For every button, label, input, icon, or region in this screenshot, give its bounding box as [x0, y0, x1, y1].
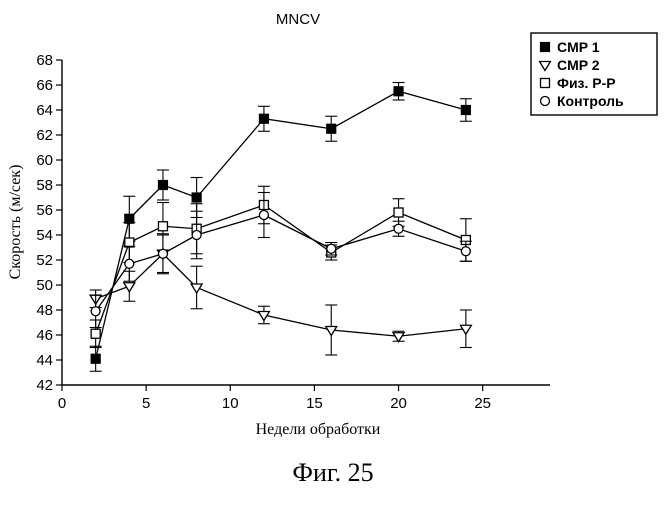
x-tick-label: 20 — [390, 395, 407, 412]
series-3-point — [394, 208, 403, 217]
series-2-point — [393, 333, 404, 342]
y-axis-label: Скорость (м/сек) — [7, 165, 24, 280]
series-3-line — [96, 205, 466, 334]
legend-marker-1 — [541, 43, 550, 52]
series-1-point — [192, 193, 201, 202]
x-tick-label: 5 — [142, 395, 150, 412]
y-tick-label: 64 — [36, 102, 53, 119]
figure-caption: Фиг. 25 — [0, 458, 666, 488]
series-1-point — [91, 354, 100, 363]
x-tick-label: 25 — [474, 395, 491, 412]
x-tick-label: 15 — [306, 395, 323, 412]
y-tick-label: 68 — [36, 52, 53, 69]
x-tick-label: 10 — [222, 395, 239, 412]
series-4-point — [158, 249, 167, 258]
series-3-point — [125, 238, 134, 247]
series-1-point — [259, 114, 268, 123]
legend: CMP 1 CMP 2 Физ. Р-Р Контроль — [531, 33, 657, 115]
legend-marker-4 — [541, 97, 550, 106]
series-1-point — [158, 181, 167, 190]
series-1-point — [125, 214, 134, 223]
series-layer — [90, 83, 472, 372]
series-4-point — [192, 231, 201, 240]
series-4-point — [327, 244, 336, 253]
y-axis-ticks: 42 44 46 48 50 52 54 56 58 60 62 64 66 68 — [36, 52, 62, 394]
series-4-line — [96, 215, 466, 311]
y-tick-label: 46 — [36, 327, 53, 344]
y-tick-label: 48 — [36, 302, 53, 319]
series-4-point — [259, 211, 268, 220]
y-tick-label: 44 — [36, 352, 53, 369]
y-tick-label: 66 — [36, 77, 53, 94]
y-tick-label: 54 — [36, 227, 53, 244]
legend-marker-3 — [541, 79, 550, 88]
y-tick-label: 42 — [36, 377, 53, 394]
y-tick-label: 60 — [36, 152, 53, 169]
series-4-point — [91, 307, 100, 316]
chart: MNCV 0 5 10 15 20 25 42 44 46 48 50 52 54 56 58 60 62 64… — [0, 0, 666, 500]
series-1-point — [394, 87, 403, 96]
x-axis-ticks: 0 5 10 15 20 25 — [58, 385, 491, 412]
series-1-point — [327, 124, 336, 133]
chart-svg: MNCV 0 5 10 15 20 25 42 44 46 48 50 52 54 56 58 60 62 64… — [0, 0, 666, 500]
series-4-point — [461, 247, 470, 256]
y-tick-label: 52 — [36, 252, 53, 269]
y-tick-label: 62 — [36, 127, 53, 144]
series-2-line — [96, 254, 466, 337]
y-tick-label: 50 — [36, 277, 53, 294]
series-2 — [90, 234, 472, 355]
series-1 — [90, 83, 472, 372]
legend-label-1: CMP 1 — [557, 39, 600, 55]
series-4 — [90, 193, 472, 328]
y-tick-label: 58 — [36, 177, 53, 194]
y-tick-label: 56 — [36, 202, 53, 219]
x-axis-label: Недели обработки — [256, 421, 381, 438]
series-4-point — [125, 259, 134, 268]
chart-title: MNCV — [276, 11, 320, 28]
series-3 — [90, 186, 472, 347]
x-tick-label: 0 — [58, 395, 66, 412]
legend-label-3: Физ. Р-Р — [557, 75, 616, 91]
series-1-point — [461, 106, 470, 115]
legend-label-2: CMP 2 — [557, 57, 600, 73]
legend-label-4: Контроль — [557, 93, 624, 109]
series-3-point — [158, 222, 167, 231]
series-3-point — [91, 329, 100, 338]
series-4-point — [394, 224, 403, 233]
